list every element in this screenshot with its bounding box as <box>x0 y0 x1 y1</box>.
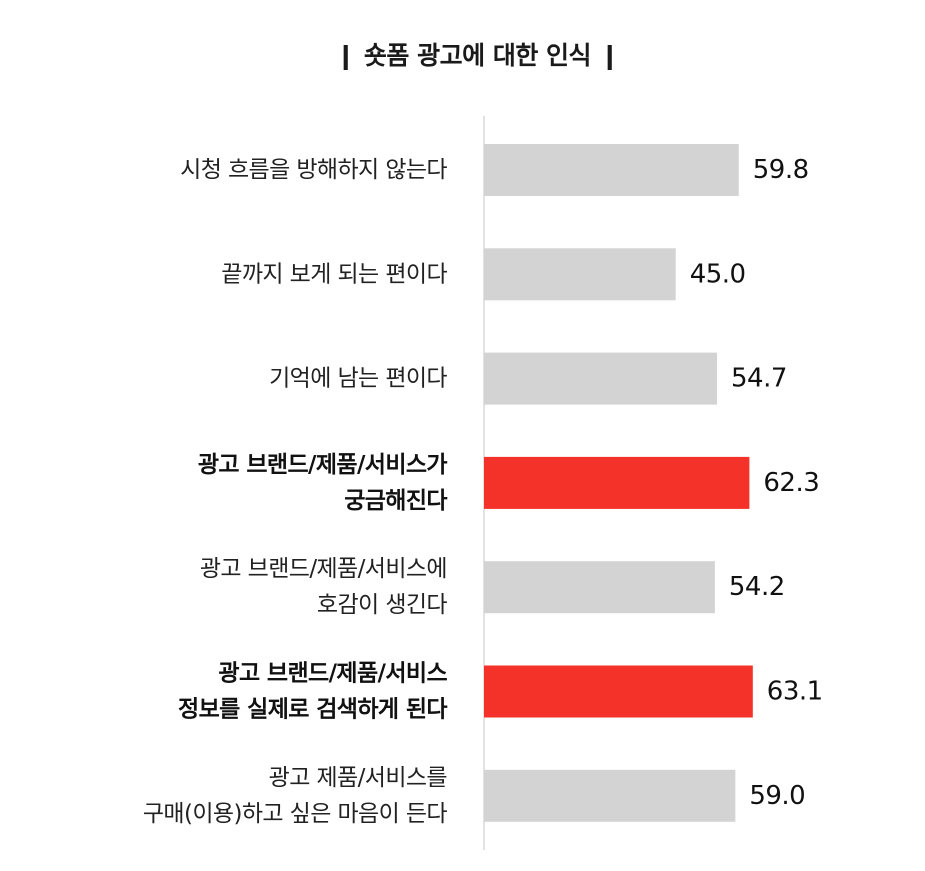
category-label-6-line-1: 광고 브랜드/제품/서비스 <box>218 661 447 687</box>
category-label-1: 시청 흐름을 방해하지 않는다 <box>180 157 447 183</box>
value-label-5: 54.2 <box>729 572 785 602</box>
chart-title: ❙ 숏폼 광고에 대한 인식 ❙ <box>335 41 620 70</box>
value-label-6: 63.1 <box>767 677 823 707</box>
bar-3 <box>484 352 718 405</box>
category-label-4-line-1: 광고 브랜드/제품/서비스가 <box>198 452 448 478</box>
value-label-4: 62.3 <box>763 468 819 498</box>
value-label-1: 59.8 <box>753 155 809 185</box>
category-label-7-line-1: 광고 제품/서비스를 <box>269 765 447 791</box>
value-label-3: 54.7 <box>731 364 787 394</box>
category-label-7-line-2: 구매(이용)하고 싶은 마음이 든다 <box>143 801 448 827</box>
category-label-3: 기억에 남는 편이다 <box>269 366 447 392</box>
category-label-2: 끝까지 보게 되는 편이다 <box>221 261 447 287</box>
category-label-5-line-1: 광고 브랜드/제품/서비스에 <box>200 556 447 582</box>
bar-6 <box>484 665 753 718</box>
bar-1 <box>484 144 739 196</box>
category-label-5-line-2: 호감이 생긴다 <box>317 592 448 618</box>
value-label-2: 45.0 <box>690 259 746 289</box>
bar-5 <box>484 561 715 614</box>
bar-2 <box>484 248 676 301</box>
category-label-6-line-2: 정보를 실제로 검색하게 된다 <box>178 697 447 723</box>
bar-7 <box>484 769 736 822</box>
value-label-7: 59.0 <box>749 781 805 811</box>
category-label-4-line-2: 궁금해진다 <box>344 488 447 514</box>
bar-4 <box>484 456 750 509</box>
